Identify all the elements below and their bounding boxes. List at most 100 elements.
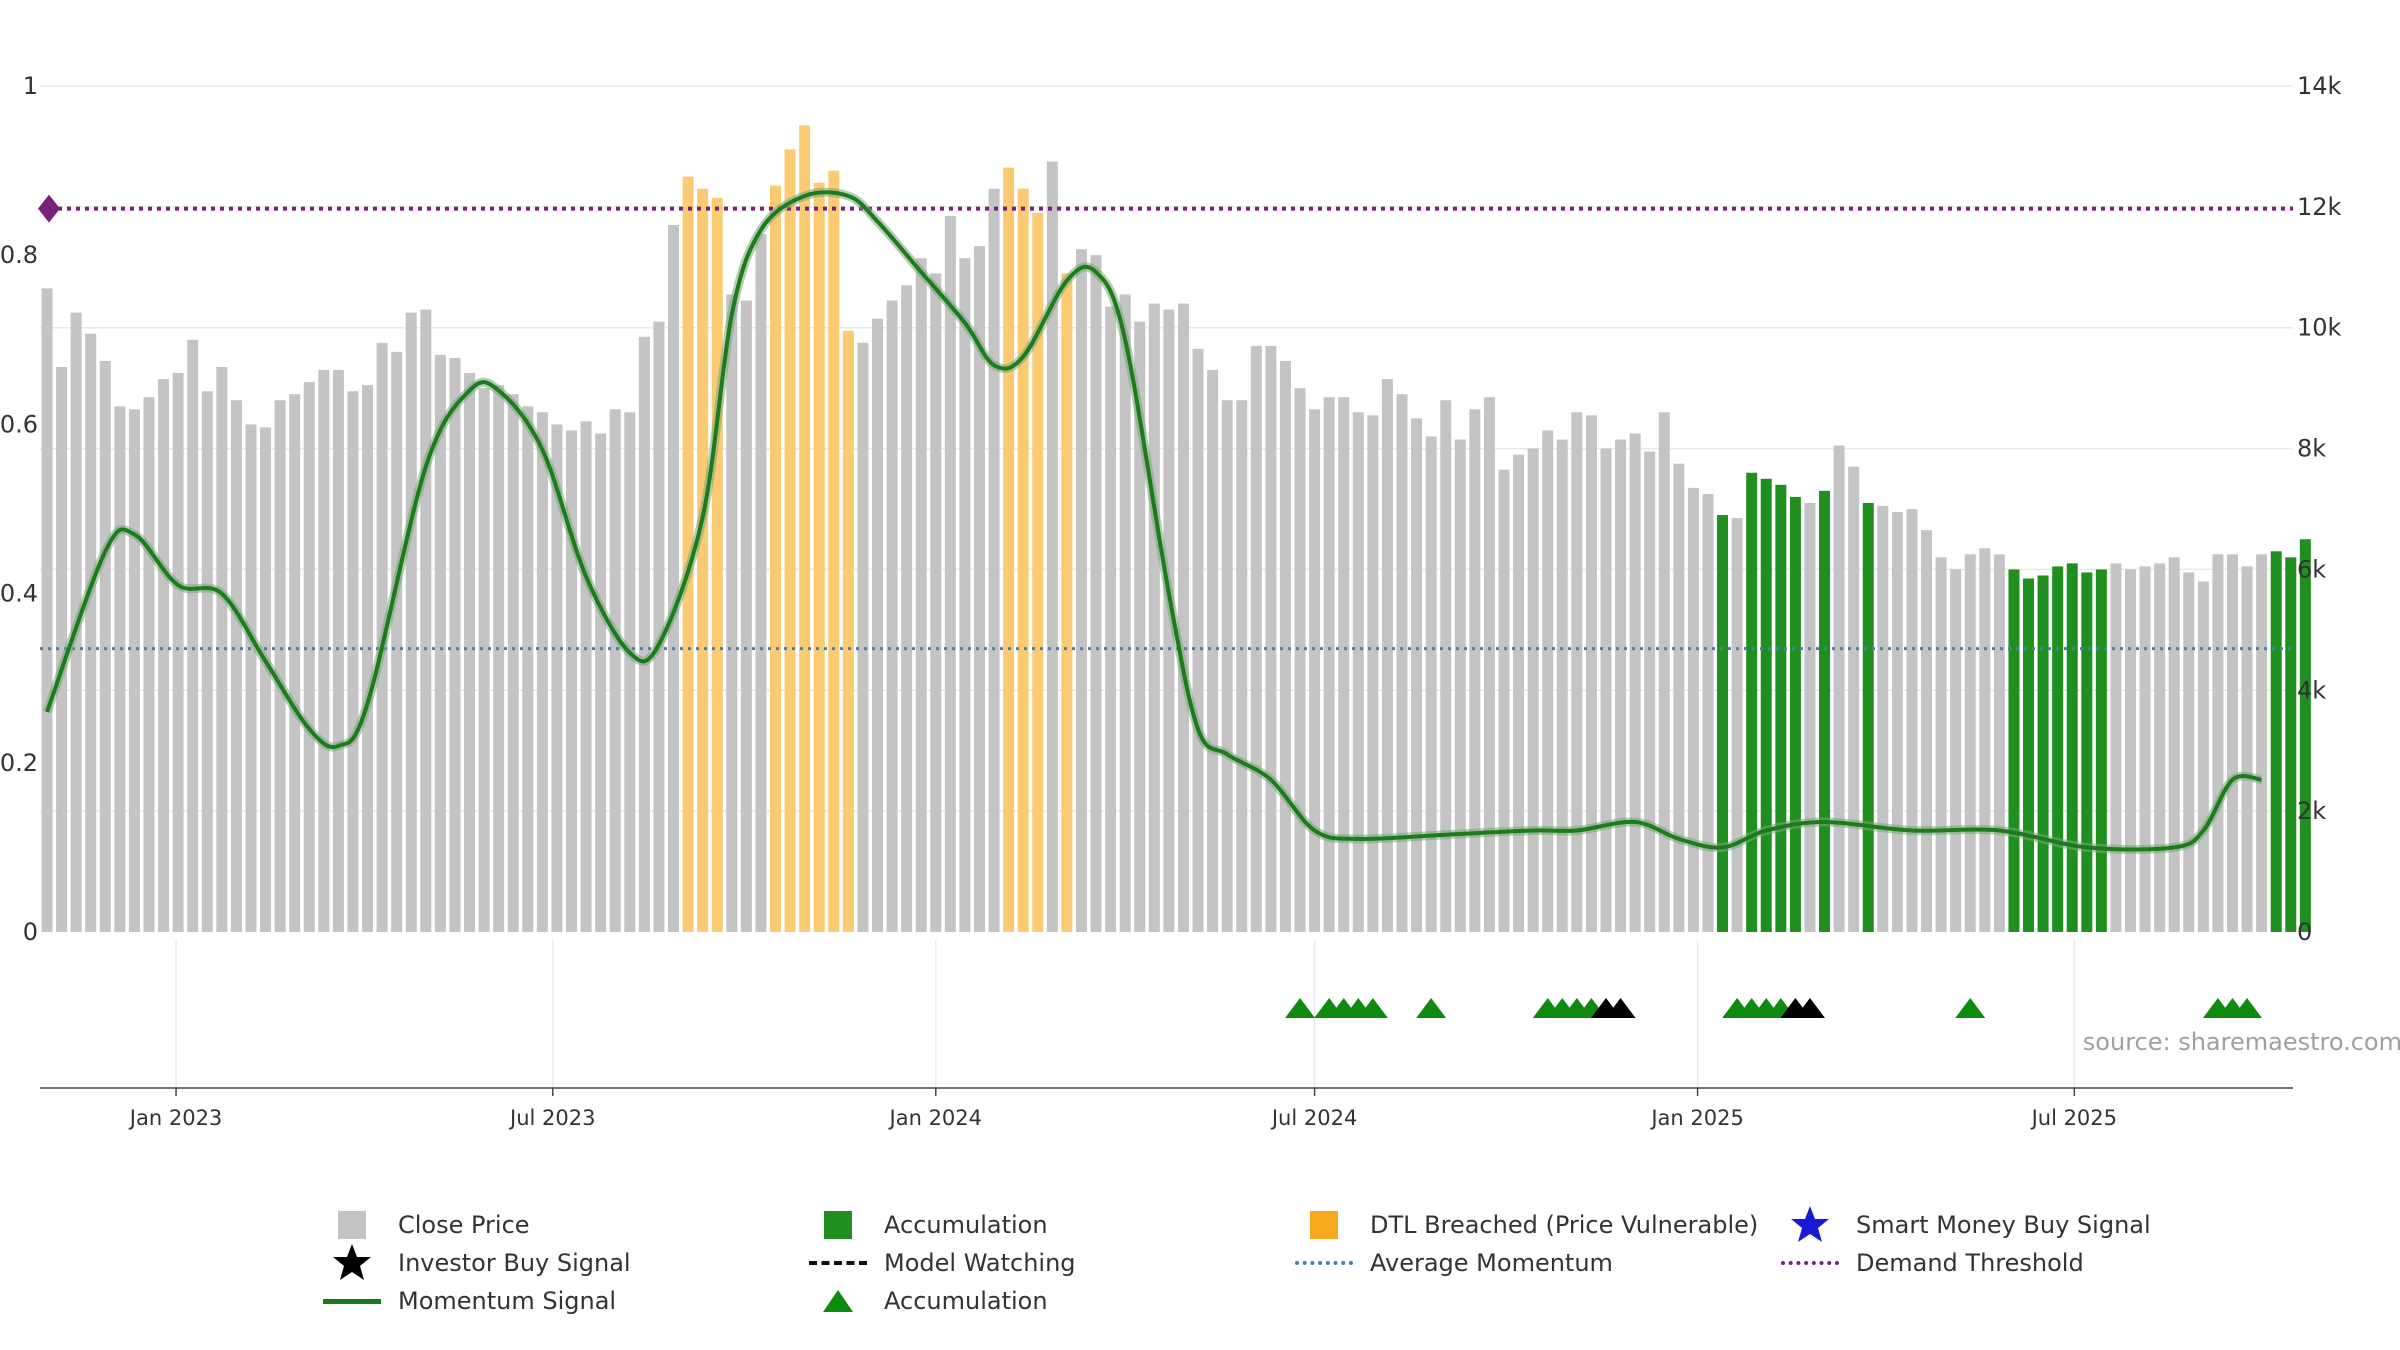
close-price-bar xyxy=(1163,309,1175,933)
close-price-bar xyxy=(1964,554,1976,932)
close-price-bar xyxy=(1950,569,1962,932)
close-price-bar xyxy=(595,433,607,932)
dtl-breached-bar xyxy=(784,149,796,932)
close-price-bar xyxy=(230,400,242,932)
accumulation-bar xyxy=(2037,575,2049,932)
close-price-bar xyxy=(1833,445,1845,932)
close-price-bar xyxy=(1629,433,1641,932)
close-price-bar xyxy=(1571,412,1583,932)
close-price-bar xyxy=(653,321,665,933)
close-price-bar xyxy=(318,370,330,932)
dashed-line-swatch xyxy=(809,1261,867,1265)
dtl-breached-bar xyxy=(799,125,811,933)
close-price-swatch xyxy=(338,1211,366,1239)
close-price-bar xyxy=(1411,418,1423,932)
accumulation-bar xyxy=(2052,566,2064,932)
close-price-bar xyxy=(2154,563,2166,932)
accumulation-bar xyxy=(1746,472,1758,932)
close-price-bar xyxy=(1731,518,1743,932)
close-price-bar xyxy=(1309,409,1321,932)
chart-svg: 0 2k 4k 6k 8k 10k 12k 14k 0 0.2 0.4 0.6 0.8 1 Jan 2023… xyxy=(0,72,2400,1130)
legend-label: Demand Threshold xyxy=(1856,1249,2084,1277)
close-price-bar xyxy=(1585,415,1597,933)
close-price-bar xyxy=(1644,451,1656,932)
dtl-breached-bar xyxy=(828,170,840,933)
dtl-breached-bar xyxy=(813,182,825,932)
close-price-bar xyxy=(128,409,140,932)
close-price-bar xyxy=(1556,439,1568,932)
close-price-bar xyxy=(2256,554,2268,932)
close-price-bar xyxy=(362,385,374,932)
legend-item-model-watching[interactable]: Model Watching xyxy=(806,1244,1076,1282)
close-price-bar xyxy=(1279,360,1291,932)
close-price-bar xyxy=(201,391,213,932)
left-axis-tick-label: 0.6 xyxy=(0,410,38,438)
close-price-bar xyxy=(2139,566,2151,932)
legend-item-dtl-breached[interactable]: DTL Breached (Price Vulnerable) xyxy=(1292,1206,1758,1244)
legend-item-investor-buy[interactable]: Investor Buy Signal xyxy=(320,1244,631,1282)
right-axis-tick-label: 2k xyxy=(2297,797,2326,825)
close-price-bar xyxy=(580,421,592,932)
close-price-bar xyxy=(2197,581,2209,932)
close-price-bar xyxy=(56,366,68,932)
close-price-bar xyxy=(1265,345,1277,932)
green-triangle-icon xyxy=(823,1290,853,1312)
legend-item-demand-threshold[interactable]: Demand Threshold xyxy=(1778,1244,2084,1282)
close-price-bar xyxy=(1993,554,2005,932)
momentum-line-swatch xyxy=(323,1298,381,1304)
legend-item-accumulation-triangle[interactable]: Accumulation xyxy=(806,1282,1048,1320)
legend-item-close-price[interactable]: Close Price xyxy=(320,1206,530,1244)
close-price-bar xyxy=(114,406,126,932)
legend-item-accumulation-bar[interactable]: Accumulation xyxy=(806,1206,1048,1244)
close-price-bar xyxy=(216,366,228,932)
close-price-bar xyxy=(1702,493,1714,932)
close-price-bar xyxy=(493,385,505,932)
close-price-bar xyxy=(726,294,738,932)
close-price-bar xyxy=(1105,306,1117,932)
right-axis-tick-label: 4k xyxy=(2297,676,2326,704)
accumulation-signal-triangle xyxy=(1416,998,1447,1018)
close-price-bar xyxy=(1352,412,1364,932)
close-price-bar xyxy=(2227,554,2238,932)
dtl-breached-bar xyxy=(682,176,694,933)
accumulation-bar xyxy=(2081,572,2093,932)
close-price-bar xyxy=(1323,397,1335,932)
close-price-bar xyxy=(1338,397,1350,932)
accumulation-bar xyxy=(1760,478,1772,932)
accumulation-bar xyxy=(2095,569,2107,932)
close-price-bar xyxy=(930,273,942,932)
accumulation-bar xyxy=(2270,551,2282,932)
close-price-bar xyxy=(1148,303,1160,932)
dtl-breached-bar xyxy=(1061,273,1073,932)
legend-item-average-momentum[interactable]: Average Momentum xyxy=(1292,1244,1613,1282)
dtl-breached-bar xyxy=(1017,188,1029,932)
right-axis-tick-label: 12k xyxy=(2297,193,2342,221)
close-price-bar xyxy=(2212,554,2224,932)
accumulation-signal-triangle xyxy=(2232,998,2263,1018)
close-price-bar xyxy=(1498,469,1510,932)
close-price-bar xyxy=(85,333,97,932)
close-price-bar xyxy=(1440,400,1452,932)
legend: Close Price Investor Buy Signal Momentum… xyxy=(0,1206,2400,1336)
close-price-bar xyxy=(1119,294,1131,932)
close-price-bar xyxy=(1600,448,1612,932)
close-price-bar xyxy=(1396,394,1408,933)
close-price-bar xyxy=(449,357,461,932)
close-price-bar xyxy=(1906,509,1918,932)
close-price-bar xyxy=(1381,379,1393,932)
legend-item-smart-money[interactable]: Smart Money Buy Signal xyxy=(1778,1206,2151,1244)
legend-item-momentum[interactable]: Momentum Signal xyxy=(320,1282,616,1320)
legend-label: Average Momentum xyxy=(1370,1249,1613,1277)
dotted-purple-swatch xyxy=(1781,1261,1839,1265)
close-price-bar xyxy=(1804,502,1816,932)
accumulation-bar xyxy=(2299,539,2311,932)
close-price-bar xyxy=(1877,505,1889,932)
close-price-bar xyxy=(1250,345,1262,932)
close-price-bar xyxy=(1236,400,1248,932)
close-price-bar xyxy=(187,339,199,932)
close-price-bar xyxy=(2241,566,2253,932)
source-note[interactable]: source: sharemaestro.com xyxy=(2083,1028,2400,1056)
right-axis-tick-label: 8k xyxy=(2297,435,2326,463)
close-price-bar xyxy=(99,360,111,932)
investor-buy-triangle xyxy=(1605,998,1636,1018)
